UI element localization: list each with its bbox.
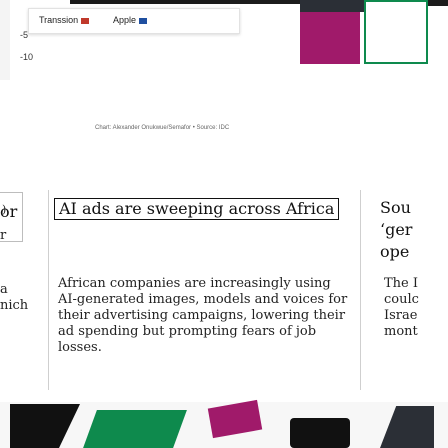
- left-summary-line: r: [0, 228, 7, 243]
- column-divider: [48, 190, 49, 390]
- chart-corner-bar: [420, 0, 448, 6]
- banner-green-shape: [83, 410, 187, 448]
- left-edge: [0, 0, 10, 80]
- bottom-image-strip[interactable]: [0, 398, 448, 448]
- article-headline: AI ads are sweeping across Africa: [59, 199, 335, 218]
- chart-card: Transsion Apple -5 -10 Chart: Alexander …: [0, 0, 448, 160]
- column-divider: [360, 190, 361, 390]
- right-headline-line[interactable]: ope: [380, 242, 410, 261]
- chart-credit: Chart: Alexander Onukwue/Semafor • Sourc…: [95, 125, 230, 131]
- y-tick-label: -5: [20, 30, 29, 40]
- left-summary-line: nich: [0, 298, 29, 313]
- left-card-text: ): [2, 203, 7, 216]
- right-headline-line[interactable]: Sou: [380, 198, 411, 217]
- article-summary: African companies are increasingly using…: [58, 276, 348, 355]
- chart-top-bar: [70, 0, 370, 4]
- left-summary-line: a: [0, 282, 8, 297]
- right-summary-line: The I: [384, 276, 419, 291]
- right-summary-line: coulc: [384, 292, 419, 307]
- flag-icon: [139, 17, 148, 24]
- left-headline-fragment[interactable]: or: [0, 202, 18, 221]
- legend-item-transsion: Transsion: [39, 15, 90, 25]
- magenta-graphic: [300, 12, 360, 64]
- left-card-sliver: ): [0, 192, 23, 242]
- right-summary-line: Israe: [384, 308, 418, 323]
- right-summary-line: mont: [384, 324, 418, 339]
- y-tick-label: -10: [20, 52, 34, 62]
- banner-dark-shape: [290, 418, 350, 448]
- chart-legend: Transsion Apple: [28, 8, 240, 34]
- right-headline-line[interactable]: ‘ger: [380, 220, 413, 239]
- legend-item-apple: Apple: [113, 15, 148, 25]
- flag-icon: [81, 17, 90, 24]
- article-headline-link[interactable]: AI ads are sweeping across Africa: [54, 198, 340, 220]
- chart-dark-block: [300, 0, 370, 12]
- green-outline-graphic: [364, 0, 428, 64]
